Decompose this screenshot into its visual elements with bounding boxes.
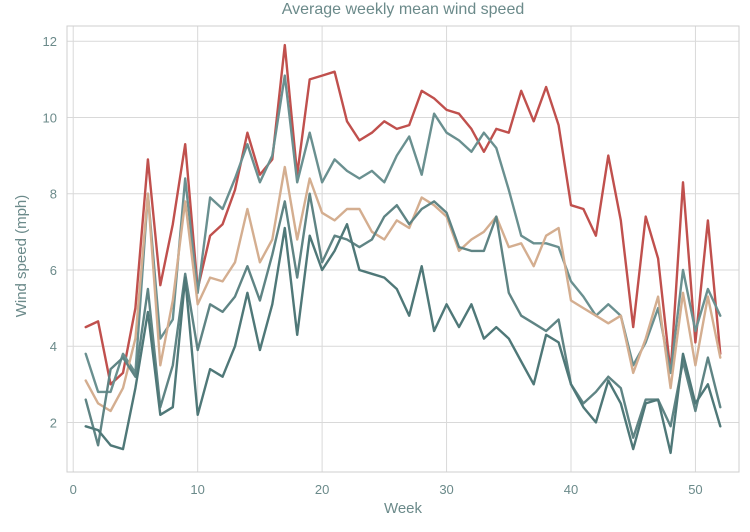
series-layer (84, 43, 722, 455)
x-tick-label: 40 (564, 482, 578, 497)
y-tick-label: 4 (50, 339, 57, 354)
gridlines (67, 26, 739, 472)
series-line-3 (84, 165, 722, 413)
y-tick-label: 12 (43, 34, 57, 49)
y-axis-label: Wind speed (mph) (13, 195, 30, 318)
x-tick-label: 30 (439, 482, 453, 497)
chart-title: Average weekly mean wind speed (282, 1, 525, 18)
x-tick-label: 0 (70, 482, 77, 497)
x-tick-label: 20 (315, 482, 329, 497)
x-axis-label: Week (384, 500, 423, 517)
x-tick-label: 50 (688, 482, 702, 497)
x-axis-ticks: 0 10 20 30 40 50 (70, 482, 703, 497)
y-tick-label: 2 (50, 415, 57, 430)
x-tick-label: 10 (190, 482, 204, 497)
plot-frame (66, 25, 740, 473)
y-tick-label: 10 (43, 110, 57, 125)
series-line-1 (84, 43, 722, 386)
series-line-2 (84, 74, 722, 394)
y-axis-ticks: 2 4 6 8 10 12 (43, 34, 57, 430)
series-line-5 (84, 222, 722, 455)
series-line-4 (84, 192, 722, 447)
y-tick-label: 8 (50, 187, 57, 202)
y-tick-label: 6 (50, 263, 57, 278)
